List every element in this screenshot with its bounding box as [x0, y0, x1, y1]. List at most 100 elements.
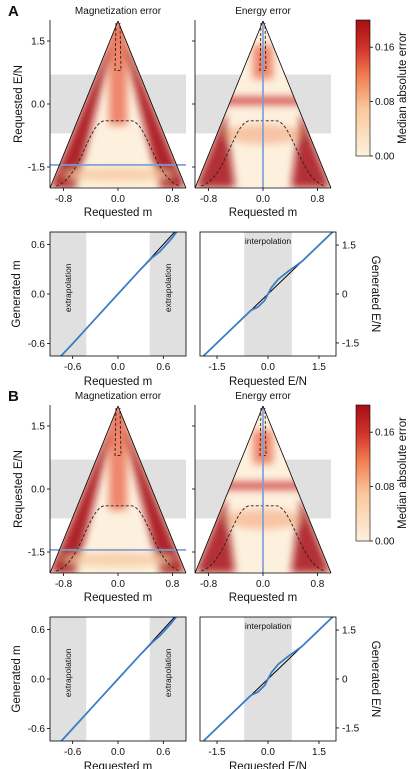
x-tick-label: -0.6: [64, 747, 82, 758]
x-tick-label: -0.8: [55, 194, 73, 205]
region-label: extrapolation: [63, 263, 73, 312]
x-tick-label: 0.0: [256, 579, 270, 590]
x-tick-label: -0.8: [200, 579, 218, 590]
high-error-center: [109, 21, 127, 126]
colorbar-gradient: [355, 404, 371, 542]
generated-line: [59, 232, 178, 356]
triangle-edge-right: [262, 405, 332, 574]
high-error-left-corner: [195, 497, 235, 573]
x-tick-label: 0.0: [111, 362, 125, 373]
x-axis-label: Requested E/N: [229, 376, 307, 388]
training-boundary-dashed: [55, 505, 181, 572]
x-axis-label: Requested m: [84, 592, 152, 604]
x-axis-label: Requested m: [229, 207, 297, 219]
x-axis-label: Requested m: [84, 207, 152, 219]
triangle-edge-left: [49, 405, 119, 574]
colorbar-tick-label: 0.08: [375, 97, 395, 108]
y-tick-label: 0: [342, 675, 348, 686]
y-tick-label: -1.5: [342, 723, 360, 734]
x-tick-label: 0.0: [261, 747, 275, 758]
y-axis-label: Generated E/N: [369, 256, 381, 333]
x-tick-label: -1.5: [208, 747, 226, 758]
x-tick-label: 0.8: [165, 579, 179, 590]
training-boundary-dashed: [55, 120, 181, 187]
colorbar: 0.00 0.08 0.16 Median absolute error: [355, 404, 409, 548]
generated-line: [202, 617, 334, 741]
x-tick-label: 1.5: [312, 362, 326, 373]
colorbar-tick-label: 0.16: [375, 428, 395, 439]
apex-dashed-contour: [114, 407, 122, 456]
y-tick-label: -0.6: [28, 339, 46, 350]
y-axis-label: Generated E/N: [369, 641, 381, 718]
apex-dashed-contour: [114, 22, 122, 71]
y-tick-label: 0.6: [31, 625, 45, 636]
generated-line: [202, 232, 334, 356]
y-tick-label: 0.6: [31, 240, 45, 251]
line-panel: extrapolation extrapolation -0.6 0.0 0.6 0.6 0…: [11, 231, 187, 388]
y-tick-label: -0.6: [28, 724, 46, 735]
colorbar-tick-label: 0.08: [375, 482, 395, 493]
heatmap-title: Energy error: [235, 391, 291, 402]
colorbar-tick-label: 0.00: [375, 152, 395, 163]
heatmap-panel-undefined: -0.8 0.0 0.8 1.5 0.0 -1.5 Magnetization error R…: [13, 391, 187, 604]
x-tick-label: 0.0: [261, 362, 275, 373]
y-tick-label: 0.0: [31, 290, 45, 301]
y-tick-label: 1.5: [31, 37, 45, 48]
triangle-edge-left: [49, 20, 119, 189]
y-tick-label: 1.5: [342, 241, 356, 252]
triangle-edge-right: [117, 405, 187, 574]
region-label: interpolation: [245, 621, 292, 631]
generated-line: [60, 617, 178, 741]
panel-letter: A: [8, 3, 19, 20]
y-axis-label: Generated m: [11, 645, 23, 712]
y-axis-label: Requested E/N: [13, 450, 25, 528]
triangle-edge-right: [117, 20, 187, 189]
colorbar-tick-label: 0.00: [375, 537, 395, 548]
low-energy-band: [63, 552, 173, 567]
x-tick-label: 0.0: [111, 579, 125, 590]
high-error-center: [109, 406, 127, 511]
x-tick-label: -0.8: [55, 579, 73, 590]
colorbar-label: Median absolute error: [397, 32, 409, 144]
colorbar-label: Median absolute error: [397, 417, 409, 529]
y-tick-label: 0.0: [31, 485, 45, 496]
y-tick-label: -1.5: [28, 548, 46, 559]
region-label: extrapolation: [63, 648, 73, 697]
region-label: extrapolation: [163, 263, 173, 312]
line-panel: interpolation-1.5 0.0 1.51.50-1.5Requested…: [199, 616, 381, 769]
low-energy-band: [63, 167, 173, 182]
heatmap-panel-undefined: -0.8 0.0 0.8 Energy error Requested m: [192, 6, 332, 219]
triangle-edge-left: [194, 20, 264, 189]
y-tick-label: 0.0: [31, 100, 45, 111]
colorbar: 0.00 0.08 0.16 Median absolute error: [355, 19, 409, 163]
y-tick-label: 0.0: [31, 675, 45, 686]
x-tick-label: -1.5: [208, 362, 226, 373]
y-tick-label: 1.5: [31, 422, 45, 433]
x-tick-label: -0.6: [64, 362, 82, 373]
colorbar-gradient: [355, 19, 371, 157]
x-tick-label: -0.8: [200, 194, 218, 205]
y-axis-label: Generated m: [11, 260, 23, 327]
heatmap-panel-undefined: -0.8 0.0 0.8 Energy error Requested m: [192, 391, 332, 604]
x-tick-label: 0.6: [156, 362, 170, 373]
x-axis-label: Requested m: [84, 761, 152, 769]
colorbar-tick-label: 0.16: [375, 43, 395, 54]
high-error-left-corner: [195, 112, 235, 188]
region-label: extrapolation: [163, 648, 173, 697]
triangle-edge-left: [194, 405, 264, 574]
y-tick-label: -1.5: [28, 163, 46, 174]
y-tick-label: -1.5: [342, 338, 360, 349]
x-axis-label: Requested E/N: [229, 761, 307, 769]
x-tick-label: 0.0: [111, 747, 125, 758]
x-tick-label: 0.8: [310, 194, 324, 205]
line-panel: extrapolation extrapolation -0.6 0.0 0.6 0.6 0…: [11, 616, 187, 769]
y-axis-label: Requested E/N: [13, 65, 25, 143]
x-tick-label: 0.0: [256, 194, 270, 205]
x-axis-label: Requested m: [229, 592, 297, 604]
region-label: interpolation: [245, 236, 292, 246]
x-tick-label: 0.0: [111, 194, 125, 205]
heatmap-panel-undefined: -0.8 0.0 0.8 1.5 0.0 -1.5 Magnetization error R…: [13, 6, 187, 219]
high-error-right-corner: [291, 497, 331, 573]
y-tick-label: 0: [342, 290, 348, 301]
